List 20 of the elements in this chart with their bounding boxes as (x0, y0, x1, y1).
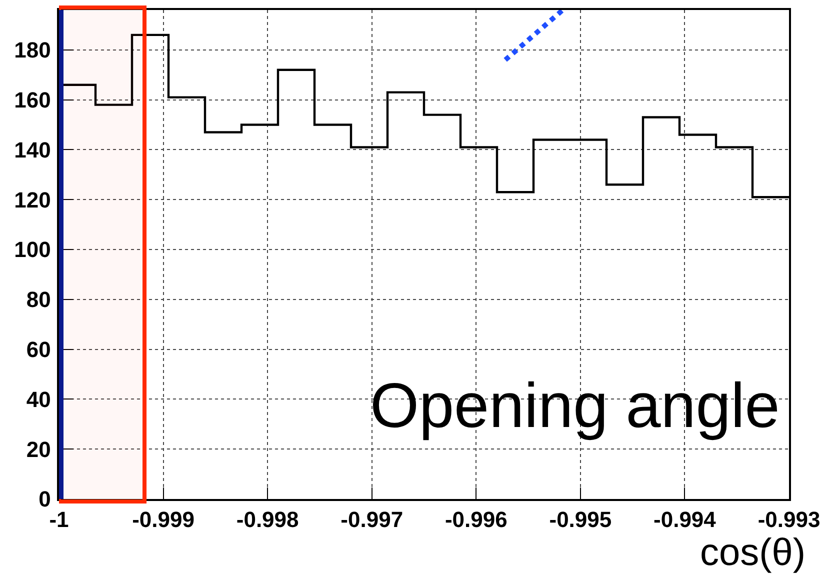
y-tick-label: 180 (14, 38, 51, 63)
x-tick-label: -0.998 (236, 507, 299, 532)
annotation: Opening angle (370, 371, 780, 441)
y-tick-label: 20 (26, 436, 51, 462)
y-tick-label: 40 (26, 386, 51, 412)
x-tick-label: -0.997 (340, 507, 404, 532)
x-tick-label: -0.999 (132, 507, 194, 532)
x-axis-title: cos(θ) (700, 532, 806, 574)
x-tick-label: -0.993 (758, 507, 820, 532)
y-tick-label: 140 (14, 137, 51, 162)
y-tick-label: 60 (26, 337, 51, 362)
y-tick-label: 80 (26, 287, 51, 312)
y-tick-label: 100 (14, 237, 51, 262)
y-tick-label: 0 (38, 486, 51, 512)
x-tick-label: -0.996 (444, 507, 508, 532)
x-tick-label: -0.994 (654, 507, 717, 532)
y-tick-label: 120 (14, 187, 51, 212)
x-tick-label: -1 (49, 507, 69, 532)
y-tick-label: 160 (14, 88, 51, 113)
x-tick-label: -0.995 (549, 507, 612, 532)
